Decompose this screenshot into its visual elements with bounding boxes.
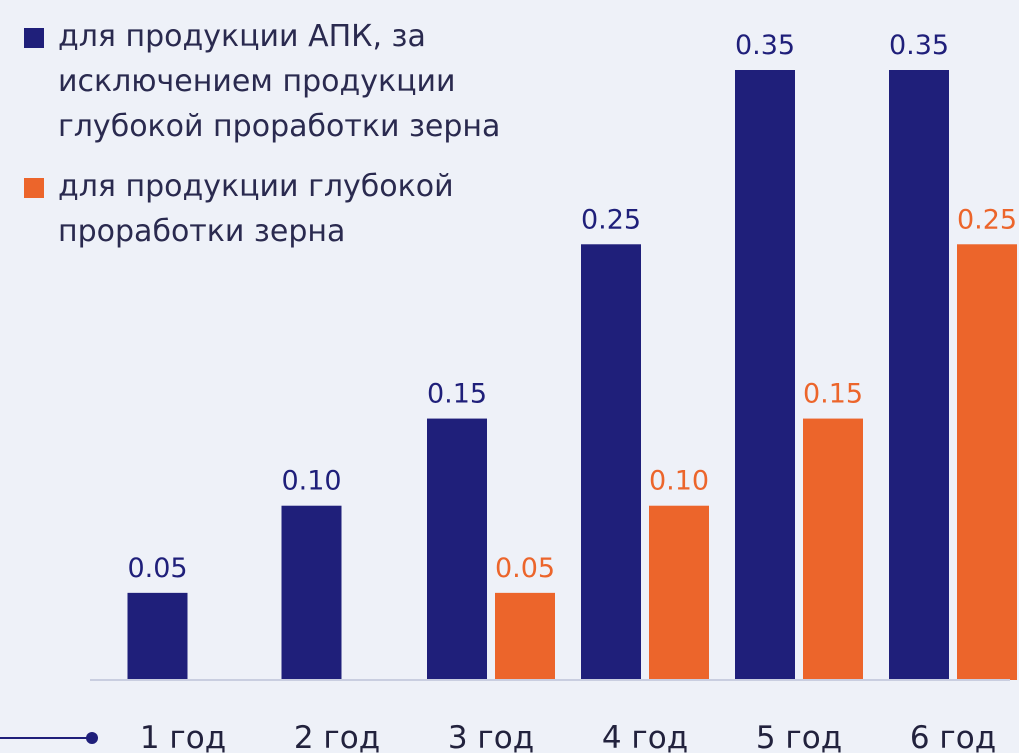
axis-marker (0, 732, 98, 744)
legend-item-grain: для продукции глубокой проработки зерна (18, 164, 558, 254)
x-tick-label: 6 год (910, 720, 996, 753)
x-tick-label: 3 год (448, 720, 534, 753)
x-tick-label: 1 год (140, 720, 226, 753)
legend-label-grain-line-2: проработки зерна (58, 214, 346, 249)
bar-grain (649, 505, 709, 680)
x-tick-label: 5 год (756, 720, 842, 753)
bar-grain (495, 592, 555, 680)
x-tick-labels-group: 1 год 2 год 3 год 4 год 5 год 6 год (140, 720, 996, 753)
value-label-apk: 0.35 (889, 30, 949, 61)
bar-grain (803, 418, 863, 680)
value-label-apk: 0.05 (127, 553, 187, 584)
legend-item-apk: для продукции АПК, за исключением продук… (18, 14, 558, 149)
x-tick-label: 2 год (294, 720, 380, 753)
legend-label-apk-line-2: исключением продукции (58, 64, 456, 99)
value-label-grain: 0.05 (495, 553, 555, 584)
x-tick-label: 4 год (602, 720, 688, 753)
legend-label-grain-line-1: для продукции глубокой (58, 169, 454, 204)
value-label-apk: 0.10 (281, 466, 341, 497)
value-label-grain: 0.25 (957, 204, 1017, 235)
bar-apk (427, 418, 487, 680)
legend-label-apk-line-1: для продукции АПК, за (58, 19, 426, 54)
axis-marker-dot (86, 732, 98, 744)
bar-apk (581, 244, 641, 681)
bar-apk (889, 70, 949, 680)
value-label-grain: 0.15 (803, 379, 863, 410)
value-label-apk: 0.15 (427, 379, 487, 410)
legend-label-apk-line-3: глубокой проработки зерна (58, 109, 501, 144)
bars-group (127, 70, 1017, 681)
bar-apk (281, 505, 342, 680)
bar-grain (957, 244, 1017, 681)
legend: для продукции АПК, за исключением продук… (18, 14, 558, 254)
value-labels-group: 0.05 0.10 0.15 0.05 0.25 0.10 0.35 0.15 0.35 0.25 (127, 30, 1017, 584)
bar-apk (127, 592, 188, 680)
bar-apk (735, 70, 795, 680)
legend-swatch-grain (24, 178, 44, 198)
value-label-grain: 0.10 (649, 466, 709, 497)
legend-swatch-apk (24, 28, 44, 48)
value-label-apk: 0.25 (581, 204, 641, 235)
value-label-apk: 0.35 (735, 30, 795, 61)
